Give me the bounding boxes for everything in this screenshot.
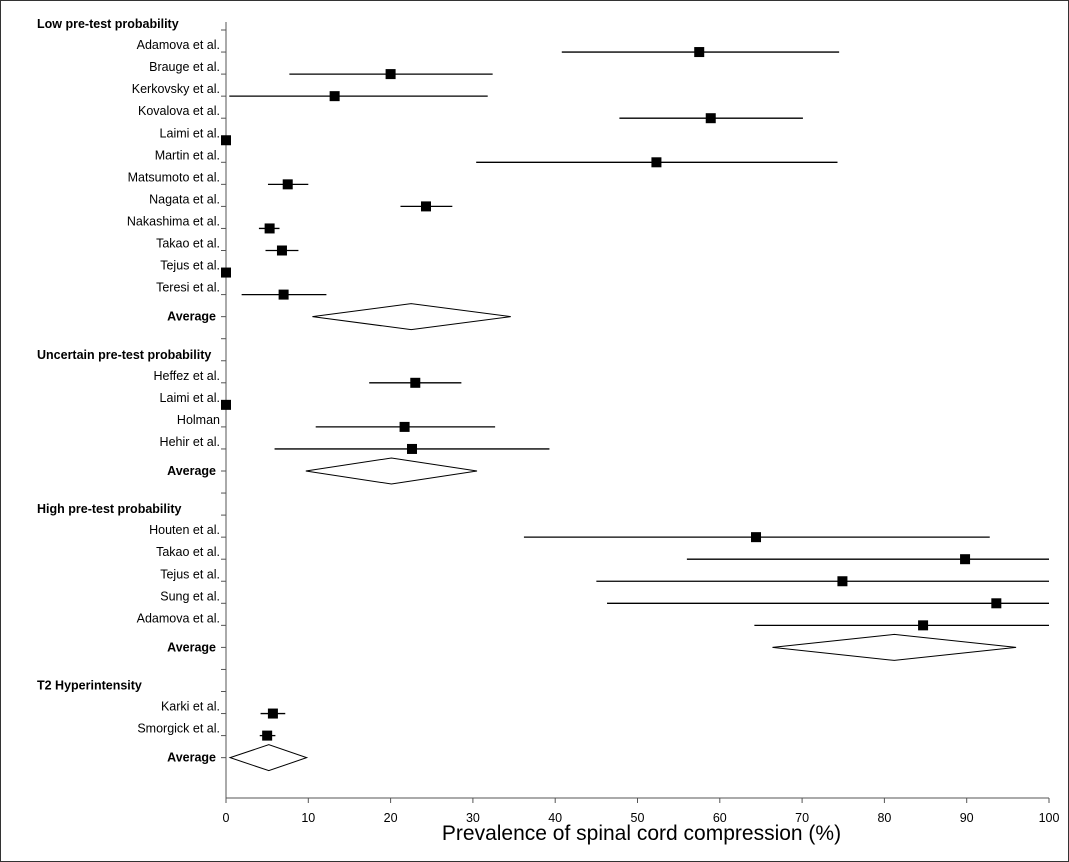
x-tick-label: 50 [631, 811, 645, 825]
group-label: Uncertain pre-test probability [37, 348, 211, 362]
average-diamond [312, 303, 511, 331]
study-label: Brauge et al. [149, 60, 220, 74]
x-tick-label: 90 [960, 811, 974, 825]
average-label: Average [167, 310, 216, 324]
study-label: Takao et al. [156, 545, 220, 559]
study-label: Karki et al. [161, 700, 220, 714]
estimate-marker [751, 532, 762, 543]
study-label: Heffez et al. [154, 369, 220, 383]
x-axis-title: Prevalence of spinal cord compression (%… [442, 822, 841, 845]
group-label: T2 Hyperintensity [37, 679, 142, 693]
average-diamond [305, 457, 478, 485]
average-label: Average [167, 640, 216, 654]
x-tick-label: 80 [877, 811, 891, 825]
study-label: Kerkovsky et al. [132, 82, 220, 96]
group-label: Low pre-test probability [37, 17, 179, 31]
estimate-marker [267, 708, 278, 719]
study-label: Teresi et al. [156, 281, 220, 295]
study-label: Holman [177, 413, 220, 427]
estimate-marker [410, 377, 421, 388]
x-tick-label: 40 [548, 811, 562, 825]
x-tick-label: 60 [713, 811, 727, 825]
study-label: Houten et al. [149, 523, 220, 537]
x-tick-label: 10 [301, 811, 315, 825]
estimate-marker [221, 399, 231, 410]
rows: Low pre-test probability Adamova et al. Br… [37, 17, 1049, 772]
estimate-marker [264, 223, 275, 234]
x-tick-label: 20 [384, 811, 398, 825]
average-label: Average [167, 751, 216, 765]
study-label: Takao et al. [156, 237, 220, 251]
estimate-marker [282, 179, 293, 190]
estimate-marker [705, 113, 716, 124]
estimate-marker [399, 421, 410, 432]
estimate-marker [837, 576, 848, 587]
estimate-marker [420, 201, 431, 212]
study-label: Adamova et al. [137, 611, 220, 625]
estimate-marker [651, 157, 662, 168]
x-tick-label: 0 [223, 811, 230, 825]
estimate-marker [221, 135, 231, 146]
x-tick-label: 70 [795, 811, 809, 825]
study-label: Hehir et al. [160, 435, 220, 449]
estimate-marker [221, 267, 231, 278]
study-label: Kovalova et al. [138, 104, 220, 118]
study-label: Laimi et al. [160, 126, 220, 140]
estimate-marker [960, 554, 971, 565]
average-diamond [772, 633, 1017, 661]
average-diamond [228, 744, 309, 772]
study-label: Nakashima et al. [127, 214, 220, 228]
study-label: Tejus et al. [160, 259, 220, 273]
study-label: Nagata et al. [149, 192, 220, 206]
x-ticks: 0 10 20 30 40 50 60 70 80 90 100 [223, 798, 1060, 825]
study-label: Sung et al. [160, 589, 220, 603]
estimate-marker [694, 47, 705, 58]
estimate-marker [329, 91, 340, 102]
x-tick-label: 100 [1039, 811, 1060, 825]
estimate-marker [385, 69, 396, 80]
average-label: Average [167, 464, 216, 478]
study-label: Laimi et al. [160, 391, 220, 405]
study-label: Martin et al. [155, 148, 220, 162]
estimate-marker [278, 289, 289, 300]
estimate-marker [276, 245, 287, 256]
study-label: Matsumoto et al. [128, 170, 220, 184]
study-label: Adamova et al. [137, 38, 220, 52]
estimate-marker [991, 598, 1002, 609]
estimate-marker [406, 443, 417, 454]
study-label: Tejus et al. [160, 567, 220, 581]
x-tick-label: 30 [466, 811, 480, 825]
group-label: High pre-test probability [37, 502, 182, 516]
study-label: Smorgick et al. [137, 722, 220, 736]
estimate-marker [262, 730, 273, 741]
estimate-marker [918, 620, 929, 631]
